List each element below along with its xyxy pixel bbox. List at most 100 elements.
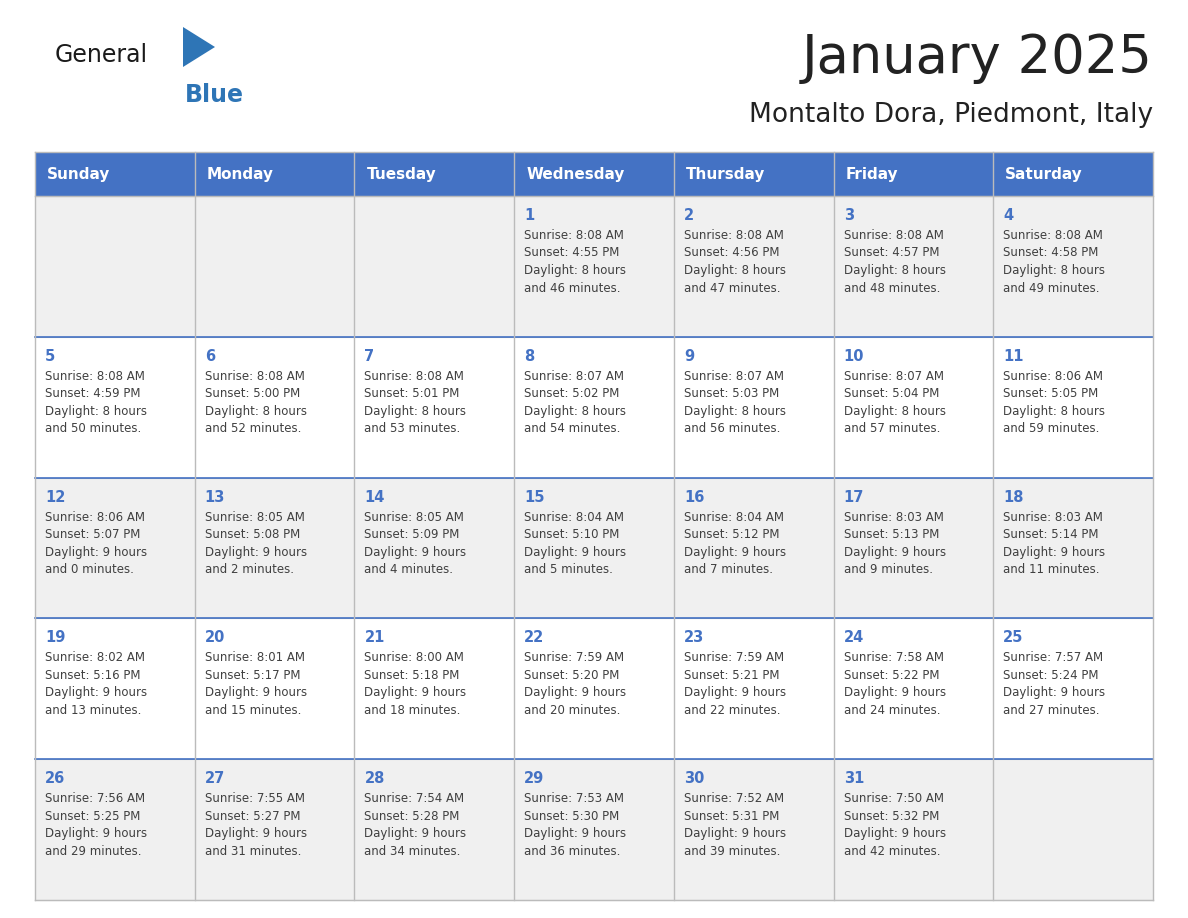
Text: 23: 23 [684, 631, 704, 645]
Text: Wednesday: Wednesday [526, 166, 625, 182]
Text: Blue: Blue [185, 83, 244, 107]
Text: Sunset: 5:27 PM: Sunset: 5:27 PM [204, 810, 301, 823]
Text: Sunset: 5:08 PM: Sunset: 5:08 PM [204, 528, 299, 541]
Text: 3: 3 [843, 208, 854, 223]
Text: Sunset: 5:25 PM: Sunset: 5:25 PM [45, 810, 140, 823]
Text: 7: 7 [365, 349, 374, 364]
Bar [34, 337, 1154, 477]
Text: Daylight: 9 hours: Daylight: 9 hours [45, 687, 147, 700]
Text: and 46 minutes.: and 46 minutes. [524, 282, 620, 295]
Text: 1: 1 [524, 208, 535, 223]
Text: and 59 minutes.: and 59 minutes. [1004, 422, 1100, 435]
Text: Sunrise: 8:07 AM: Sunrise: 8:07 AM [684, 370, 784, 383]
Bar [34, 196, 1154, 337]
Text: Sunset: 5:20 PM: Sunset: 5:20 PM [524, 669, 619, 682]
Text: Sunrise: 8:04 AM: Sunrise: 8:04 AM [524, 510, 624, 523]
Text: 25: 25 [1004, 631, 1024, 645]
Text: and 53 minutes.: and 53 minutes. [365, 422, 461, 435]
Text: Sunset: 5:00 PM: Sunset: 5:00 PM [204, 387, 299, 400]
Text: Daylight: 8 hours: Daylight: 8 hours [843, 405, 946, 418]
Text: 14: 14 [365, 489, 385, 505]
Text: and 7 minutes.: and 7 minutes. [684, 563, 773, 577]
Text: Sunrise: 8:08 AM: Sunrise: 8:08 AM [524, 229, 624, 242]
Text: and 0 minutes.: and 0 minutes. [45, 563, 134, 577]
Text: 28: 28 [365, 771, 385, 786]
Text: Sunrise: 8:05 AM: Sunrise: 8:05 AM [204, 510, 304, 523]
Text: Daylight: 9 hours: Daylight: 9 hours [1004, 687, 1105, 700]
Text: 22: 22 [524, 631, 544, 645]
Text: Sunrise: 7:57 AM: Sunrise: 7:57 AM [1004, 652, 1104, 665]
Text: Daylight: 9 hours: Daylight: 9 hours [684, 687, 786, 700]
Text: and 36 minutes.: and 36 minutes. [524, 845, 620, 857]
Bar [34, 759, 1154, 900]
Text: Daylight: 8 hours: Daylight: 8 hours [684, 405, 785, 418]
Text: Daylight: 8 hours: Daylight: 8 hours [365, 405, 467, 418]
Text: Daylight: 9 hours: Daylight: 9 hours [365, 827, 467, 840]
Text: 20: 20 [204, 631, 225, 645]
Text: Sunset: 5:03 PM: Sunset: 5:03 PM [684, 387, 779, 400]
Text: 18: 18 [1004, 489, 1024, 505]
Text: Sunset: 5:30 PM: Sunset: 5:30 PM [524, 810, 619, 823]
Text: Sunset: 5:17 PM: Sunset: 5:17 PM [204, 669, 301, 682]
Text: Sunset: 5:32 PM: Sunset: 5:32 PM [843, 810, 939, 823]
Text: 10: 10 [843, 349, 864, 364]
Text: Sunset: 5:21 PM: Sunset: 5:21 PM [684, 669, 779, 682]
Text: Sunset: 5:28 PM: Sunset: 5:28 PM [365, 810, 460, 823]
Text: Sunset: 4:58 PM: Sunset: 4:58 PM [1004, 247, 1099, 260]
Text: Daylight: 8 hours: Daylight: 8 hours [684, 264, 785, 277]
Text: Sunrise: 8:04 AM: Sunrise: 8:04 AM [684, 510, 784, 523]
Text: Daylight: 9 hours: Daylight: 9 hours [843, 827, 946, 840]
Text: General: General [55, 43, 148, 67]
Text: Sunrise: 8:00 AM: Sunrise: 8:00 AM [365, 652, 465, 665]
Text: Sunset: 5:12 PM: Sunset: 5:12 PM [684, 528, 779, 541]
Text: Sunset: 5:31 PM: Sunset: 5:31 PM [684, 810, 779, 823]
Text: Sunset: 5:14 PM: Sunset: 5:14 PM [1004, 528, 1099, 541]
Text: Daylight: 9 hours: Daylight: 9 hours [684, 545, 786, 558]
Text: Sunrise: 8:06 AM: Sunrise: 8:06 AM [45, 510, 145, 523]
Text: and 29 minutes.: and 29 minutes. [45, 845, 141, 857]
Text: Daylight: 8 hours: Daylight: 8 hours [524, 405, 626, 418]
Text: Saturday: Saturday [1005, 166, 1083, 182]
Text: Sunset: 4:55 PM: Sunset: 4:55 PM [524, 247, 619, 260]
Text: Daylight: 9 hours: Daylight: 9 hours [365, 545, 467, 558]
Text: Sunset: 5:13 PM: Sunset: 5:13 PM [843, 528, 939, 541]
Text: Daylight: 9 hours: Daylight: 9 hours [524, 545, 626, 558]
Text: Sunrise: 8:03 AM: Sunrise: 8:03 AM [843, 510, 943, 523]
Text: Sunrise: 8:07 AM: Sunrise: 8:07 AM [524, 370, 624, 383]
Text: Montalto Dora, Piedmont, Italy: Montalto Dora, Piedmont, Italy [748, 102, 1154, 128]
Text: and 42 minutes.: and 42 minutes. [843, 845, 940, 857]
Text: Daylight: 8 hours: Daylight: 8 hours [1004, 405, 1105, 418]
Text: 31: 31 [843, 771, 864, 786]
Text: Daylight: 9 hours: Daylight: 9 hours [1004, 545, 1105, 558]
Text: Sunrise: 7:55 AM: Sunrise: 7:55 AM [204, 792, 304, 805]
Text: and 56 minutes.: and 56 minutes. [684, 422, 781, 435]
Text: 6: 6 [204, 349, 215, 364]
Text: Monday: Monday [207, 166, 273, 182]
Text: Thursday: Thursday [685, 166, 765, 182]
Text: Sunset: 4:59 PM: Sunset: 4:59 PM [45, 387, 140, 400]
Text: Sunrise: 7:59 AM: Sunrise: 7:59 AM [684, 652, 784, 665]
Text: Daylight: 8 hours: Daylight: 8 hours [524, 264, 626, 277]
Text: Daylight: 9 hours: Daylight: 9 hours [843, 545, 946, 558]
Text: 11: 11 [1004, 349, 1024, 364]
Text: 4: 4 [1004, 208, 1013, 223]
Text: and 18 minutes.: and 18 minutes. [365, 704, 461, 717]
Text: Sunrise: 8:01 AM: Sunrise: 8:01 AM [204, 652, 304, 665]
Text: Daylight: 9 hours: Daylight: 9 hours [45, 545, 147, 558]
Text: 2: 2 [684, 208, 694, 223]
Text: Daylight: 9 hours: Daylight: 9 hours [204, 827, 307, 840]
Text: Sunrise: 8:08 AM: Sunrise: 8:08 AM [204, 370, 304, 383]
Text: Sunrise: 8:06 AM: Sunrise: 8:06 AM [1004, 370, 1104, 383]
Text: Sunset: 5:16 PM: Sunset: 5:16 PM [45, 669, 140, 682]
Text: and 50 minutes.: and 50 minutes. [45, 422, 141, 435]
Text: Daylight: 8 hours: Daylight: 8 hours [45, 405, 147, 418]
Text: Sunrise: 8:05 AM: Sunrise: 8:05 AM [365, 510, 465, 523]
Text: Sunset: 5:24 PM: Sunset: 5:24 PM [1004, 669, 1099, 682]
Text: and 11 minutes.: and 11 minutes. [1004, 563, 1100, 577]
Text: Sunset: 5:18 PM: Sunset: 5:18 PM [365, 669, 460, 682]
Text: and 39 minutes.: and 39 minutes. [684, 845, 781, 857]
Text: Sunrise: 7:52 AM: Sunrise: 7:52 AM [684, 792, 784, 805]
Text: Daylight: 9 hours: Daylight: 9 hours [365, 687, 467, 700]
Text: Sunrise: 7:58 AM: Sunrise: 7:58 AM [843, 652, 943, 665]
Text: Daylight: 9 hours: Daylight: 9 hours [843, 687, 946, 700]
